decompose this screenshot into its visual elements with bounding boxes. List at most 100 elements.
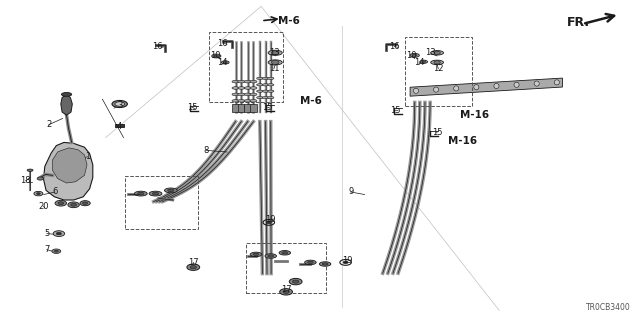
Ellipse shape [212,54,221,58]
Circle shape [434,51,440,54]
Ellipse shape [494,84,499,89]
Text: 17: 17 [281,285,291,294]
Text: 19: 19 [265,215,275,224]
Ellipse shape [534,81,540,86]
Bar [405,37,472,106]
Text: 16: 16 [389,42,399,51]
Ellipse shape [433,87,438,92]
Ellipse shape [262,84,269,86]
Ellipse shape [257,96,263,99]
Polygon shape [61,94,72,115]
Circle shape [271,51,279,55]
Ellipse shape [168,189,174,192]
Text: M-16: M-16 [448,136,477,146]
Ellipse shape [250,80,257,83]
Text: 14: 14 [414,58,424,67]
Ellipse shape [268,96,274,99]
Ellipse shape [412,54,417,56]
Text: 3: 3 [117,101,122,110]
Circle shape [52,249,61,253]
Circle shape [68,202,79,208]
Ellipse shape [112,100,127,108]
Text: 13: 13 [269,48,279,57]
Ellipse shape [265,254,276,258]
Ellipse shape [244,87,252,89]
Text: 17: 17 [188,258,198,267]
Bar [125,176,198,229]
Ellipse shape [319,262,331,266]
Circle shape [54,250,58,252]
Text: 13: 13 [425,48,435,57]
Circle shape [434,61,440,64]
Ellipse shape [250,252,262,257]
Circle shape [289,278,302,285]
Bar [238,104,244,112]
Ellipse shape [138,192,144,195]
Text: 1: 1 [85,152,90,161]
Text: 8: 8 [204,146,209,155]
Ellipse shape [250,87,257,89]
Circle shape [55,200,67,206]
Ellipse shape [244,93,252,96]
Ellipse shape [238,87,245,89]
Ellipse shape [305,260,316,265]
Text: 15: 15 [390,106,401,115]
Ellipse shape [232,87,239,89]
Ellipse shape [250,93,257,96]
Ellipse shape [268,84,274,86]
Ellipse shape [238,80,245,83]
Text: 5: 5 [44,229,49,238]
Ellipse shape [262,96,269,99]
Ellipse shape [244,80,252,83]
Ellipse shape [268,60,282,65]
Bar [209,32,283,102]
Text: 10: 10 [210,52,220,60]
Text: 16: 16 [218,39,228,48]
Text: 19: 19 [342,256,352,265]
Text: 15: 15 [187,103,197,112]
Text: 11: 11 [269,64,279,73]
Ellipse shape [454,86,459,91]
Bar [232,104,239,112]
Bar [246,243,326,293]
Text: 2: 2 [46,120,51,129]
Text: 16: 16 [152,42,163,51]
Ellipse shape [268,255,274,257]
Text: M-6: M-6 [300,96,321,106]
Ellipse shape [268,50,282,55]
Ellipse shape [232,100,239,102]
Text: TR0CB3400: TR0CB3400 [586,303,630,312]
Circle shape [283,290,289,293]
Circle shape [266,221,271,224]
Text: 7: 7 [44,245,49,254]
Circle shape [53,231,65,236]
Circle shape [190,266,196,269]
Circle shape [36,193,40,195]
Ellipse shape [244,100,252,102]
Ellipse shape [262,77,269,79]
Text: M-16: M-16 [460,110,489,120]
Ellipse shape [61,92,72,96]
Circle shape [34,191,43,196]
Ellipse shape [115,102,124,106]
Text: FR.: FR. [567,16,590,29]
Circle shape [271,60,279,64]
Ellipse shape [514,82,519,87]
Text: 20: 20 [38,202,49,211]
Circle shape [280,289,292,295]
Text: 14: 14 [217,58,227,67]
Ellipse shape [134,191,147,196]
Bar [250,104,257,112]
Text: 10: 10 [406,52,417,60]
Ellipse shape [282,252,288,254]
Ellipse shape [268,77,274,79]
Ellipse shape [232,93,239,96]
Ellipse shape [474,84,479,90]
Ellipse shape [238,100,245,102]
Text: 15: 15 [432,128,442,137]
Text: 12: 12 [433,64,444,73]
Text: 18: 18 [20,176,31,185]
Bar [115,124,124,127]
Ellipse shape [223,61,227,63]
Ellipse shape [257,90,263,92]
